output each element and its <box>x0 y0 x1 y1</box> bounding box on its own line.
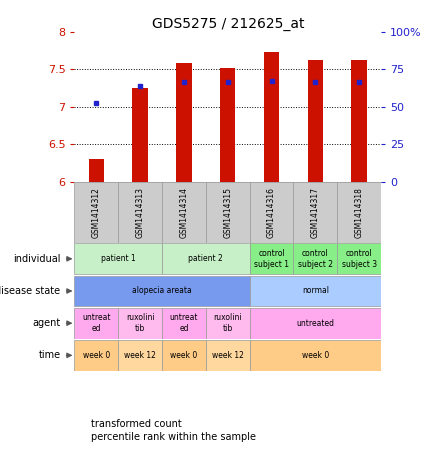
Text: percentile rank within the sample: percentile rank within the sample <box>91 432 256 442</box>
Bar <box>88 159 104 182</box>
Bar <box>250 308 381 339</box>
Text: GSM1414316: GSM1414316 <box>267 187 276 238</box>
Text: untreat
ed: untreat ed <box>170 313 198 333</box>
Bar <box>162 243 250 274</box>
Text: time: time <box>38 350 60 361</box>
Text: individual: individual <box>13 254 60 264</box>
Text: control
subject 2: control subject 2 <box>298 249 333 269</box>
Text: ruxolini
tib: ruxolini tib <box>126 313 155 333</box>
Bar <box>118 340 162 371</box>
Bar <box>250 340 381 371</box>
Bar <box>118 308 162 339</box>
Text: patient 2: patient 2 <box>188 254 223 263</box>
Text: GSM1414312: GSM1414312 <box>92 187 101 238</box>
Bar <box>351 60 367 182</box>
Bar <box>293 243 337 274</box>
Bar <box>132 88 148 182</box>
Bar <box>250 275 381 306</box>
Text: alopecia areata: alopecia areata <box>132 286 192 295</box>
Text: disease state: disease state <box>0 286 60 296</box>
Bar <box>162 340 206 371</box>
Text: patient 1: patient 1 <box>101 254 136 263</box>
Text: transformed count: transformed count <box>91 419 182 429</box>
Text: normal: normal <box>302 286 329 295</box>
Bar <box>162 182 206 243</box>
Bar <box>206 182 250 243</box>
Text: week 0: week 0 <box>83 351 110 360</box>
Title: GDS5275 / 212625_at: GDS5275 / 212625_at <box>152 17 304 31</box>
Bar <box>250 182 293 243</box>
Text: week 0: week 0 <box>302 351 329 360</box>
Text: week 12: week 12 <box>124 351 156 360</box>
Text: GSM1414313: GSM1414313 <box>136 187 145 238</box>
Text: GSM1414314: GSM1414314 <box>180 187 188 238</box>
Bar <box>162 308 206 339</box>
Bar <box>206 340 250 371</box>
Text: GSM1414318: GSM1414318 <box>355 187 364 238</box>
Bar <box>74 275 250 306</box>
Bar <box>206 308 250 339</box>
Bar <box>118 182 162 243</box>
Text: GSM1414315: GSM1414315 <box>223 187 232 238</box>
Bar <box>250 243 293 274</box>
Text: week 0: week 0 <box>170 351 198 360</box>
Bar <box>264 52 279 182</box>
Text: ruxolini
tib: ruxolini tib <box>213 313 242 333</box>
Bar <box>74 182 118 243</box>
Text: control
subject 1: control subject 1 <box>254 249 289 269</box>
Bar <box>74 340 118 371</box>
Text: week 12: week 12 <box>212 351 244 360</box>
Bar <box>293 182 337 243</box>
Text: agent: agent <box>32 318 60 328</box>
Bar <box>74 308 118 339</box>
Bar <box>220 68 236 182</box>
Bar <box>308 60 323 182</box>
Text: untreated: untreated <box>297 318 334 328</box>
Text: control
subject 3: control subject 3 <box>342 249 377 269</box>
Text: untreat
ed: untreat ed <box>82 313 111 333</box>
Bar <box>337 182 381 243</box>
Bar <box>74 243 162 274</box>
Bar <box>176 63 192 182</box>
Text: GSM1414317: GSM1414317 <box>311 187 320 238</box>
Bar <box>337 243 381 274</box>
